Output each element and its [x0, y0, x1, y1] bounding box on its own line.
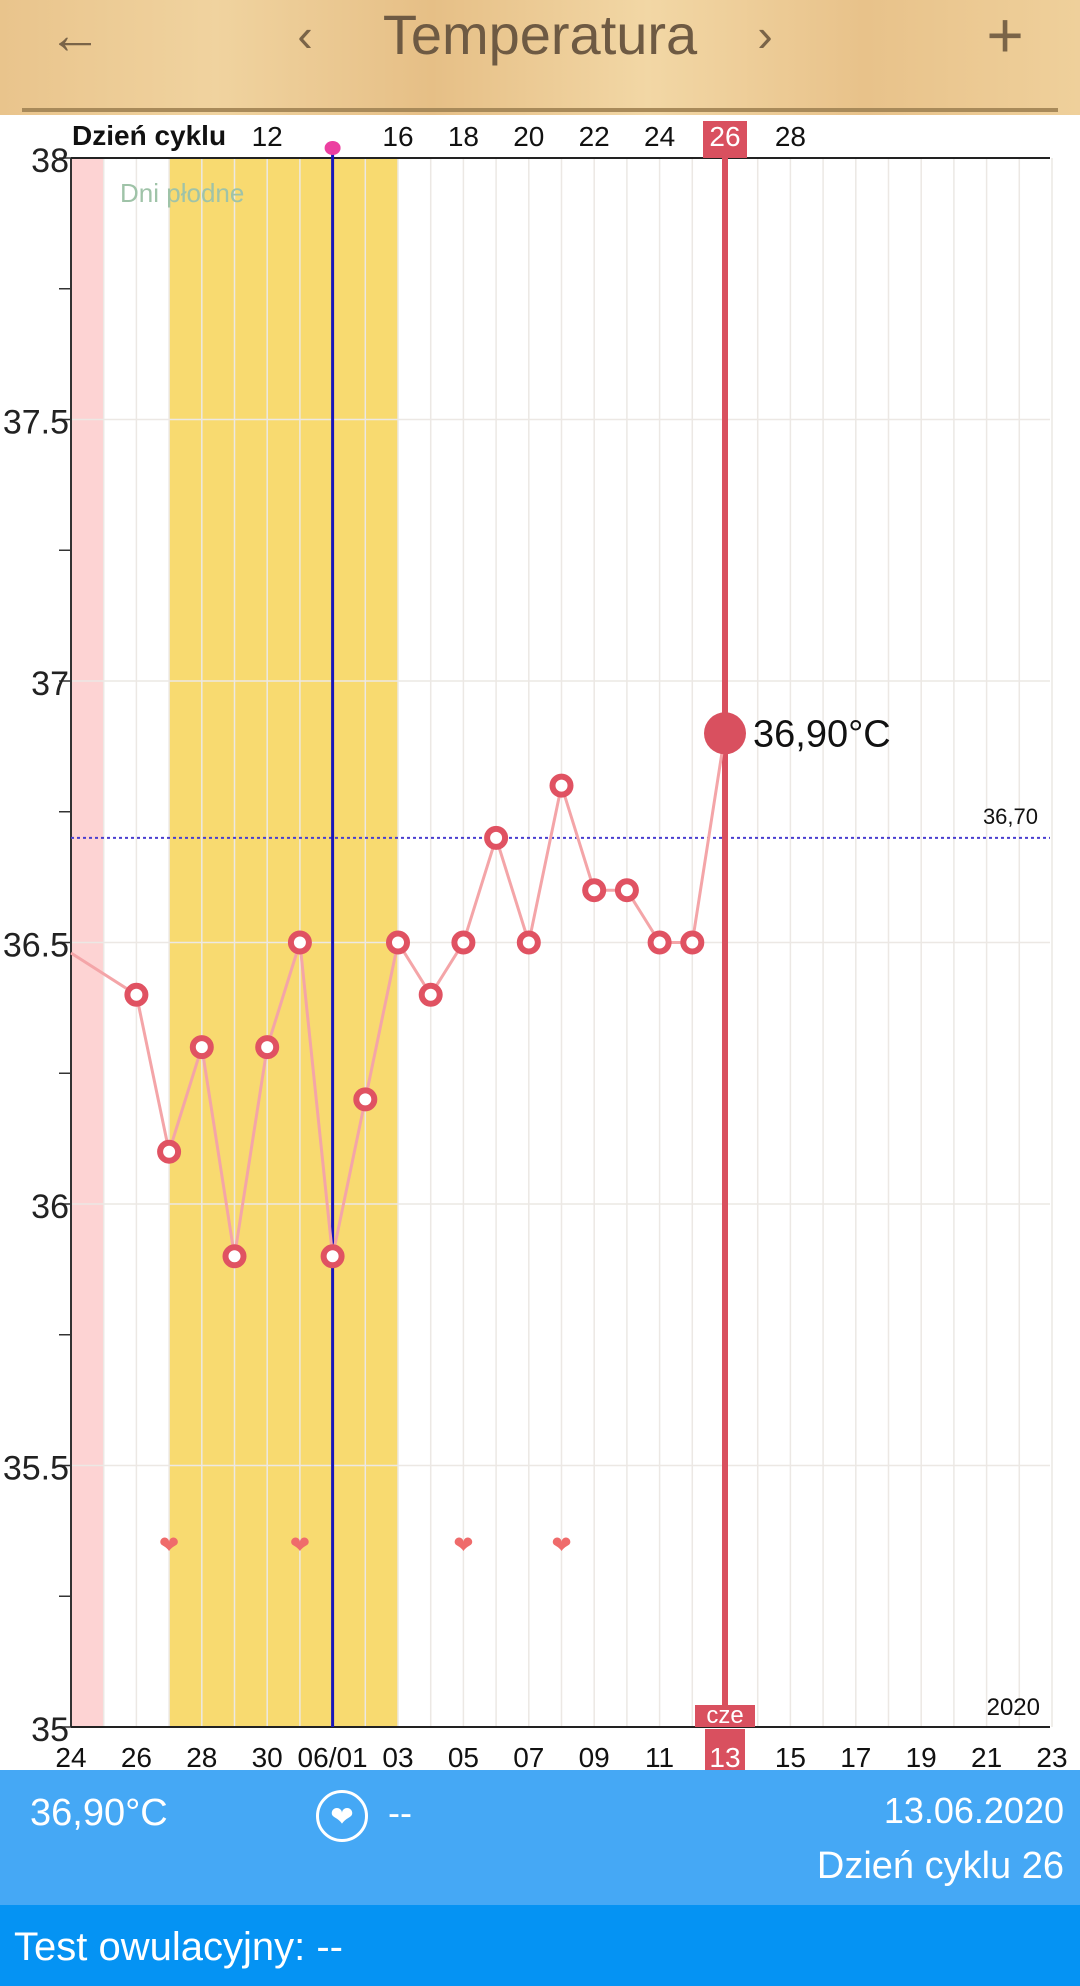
fertile-label: Dni płodne	[120, 178, 244, 208]
selected-cycle-day-badge	[703, 121, 747, 158]
page-title: Temperatura	[382, 3, 698, 66]
x-tick-label: 07	[513, 1742, 544, 1770]
x-tick-label: 19	[906, 1742, 937, 1770]
data-point[interactable]	[157, 1139, 182, 1164]
data-point[interactable]	[255, 1035, 280, 1060]
x-tick-label: 28	[186, 1742, 217, 1770]
data-point[interactable]	[549, 773, 574, 798]
prev-chevron-icon[interactable]: ‹	[297, 9, 313, 61]
x-tick-label: 09	[579, 1742, 610, 1770]
year-label: 2020	[987, 1694, 1040, 1721]
back-arrow-icon[interactable]: ←	[48, 5, 102, 65]
app-header: ← ‹ Temperatura › +	[0, 0, 1080, 115]
cycle-day-axis-label: Dzień cyklu	[72, 120, 226, 151]
heart-icon: ❤	[551, 1531, 571, 1559]
data-point[interactable]	[418, 982, 443, 1007]
y-tick-label: 36.5	[3, 927, 69, 965]
cycle-day-label: Dzień cyklu 26	[816, 1845, 1064, 1887]
data-point[interactable]	[484, 825, 509, 850]
data-point[interactable]	[516, 930, 541, 955]
x-tick-label: 13	[709, 1742, 740, 1770]
data-point[interactable]	[680, 930, 705, 955]
cycle-day-label: 28	[775, 121, 806, 152]
heart-icon[interactable]: ❤	[316, 1790, 368, 1842]
data-point[interactable]	[647, 930, 672, 955]
y-tick-label: 36	[31, 1188, 69, 1226]
x-tick-label: 05	[448, 1742, 479, 1770]
data-point[interactable]	[386, 930, 410, 955]
y-tick-label: 37.5	[3, 404, 69, 442]
coverline-label: 36,70	[983, 804, 1038, 829]
data-point[interactable]	[320, 1244, 345, 1269]
heart-icon: ❤	[453, 1531, 473, 1559]
cycle-day-label: 16	[382, 121, 413, 152]
ovulation-test-label: Test owulacyjny: --	[14, 1925, 343, 1969]
ovulation-dot-icon	[324, 141, 341, 155]
temperature-chart[interactable]: 38 37.5 37 36.5 36 35.5 35 Dni płodne 36,70 Dzień…	[0, 0, 1080, 1770]
x-tick-label: 30	[252, 1742, 283, 1770]
date-label: 13.06.2020	[883, 1790, 1064, 1831]
temperature-value: 36,90°C	[30, 1792, 168, 1834]
weekday-label: cze	[706, 1702, 743, 1729]
add-icon[interactable]: +	[986, 0, 1024, 71]
selected-date-badge	[705, 1729, 745, 1770]
y-tick-label: 37	[31, 665, 69, 703]
day-info-panel[interactable]: 36,90°C ❤ -- 13.06.2020 Dzień cyklu 26	[0, 1770, 1080, 1905]
data-point[interactable]	[124, 982, 149, 1007]
x-tick-label: 26	[121, 1742, 152, 1770]
data-point[interactable]	[189, 1035, 214, 1060]
x-tick-label: 06/01	[298, 1742, 368, 1770]
heart-icon: ❤	[290, 1531, 310, 1559]
data-point[interactable]	[582, 878, 607, 903]
header-divider	[22, 108, 1058, 112]
selected-data-point	[704, 712, 746, 755]
x-tick-label: 17	[840, 1742, 871, 1770]
y-tick-label: 38	[31, 142, 69, 180]
cycle-day-label: 24	[644, 121, 675, 152]
cycle-day-label: 26	[709, 121, 740, 152]
intercourse-value: --	[388, 1792, 412, 1833]
cycle-day-label: 12	[252, 121, 283, 152]
x-tick-label: 11	[645, 1742, 674, 1770]
ovulation-test-bar[interactable]: Test owulacyjny: --	[0, 1905, 1080, 1986]
x-tick-label: 15	[775, 1742, 806, 1770]
heart-icon: ❤	[159, 1531, 179, 1559]
data-point[interactable]	[287, 930, 312, 955]
x-tick-label: 21	[971, 1742, 1002, 1770]
selected-value-label: 36,90°C	[753, 713, 891, 755]
x-tick-label: 03	[382, 1742, 413, 1770]
x-tick-label: 23	[1036, 1742, 1067, 1770]
next-chevron-icon[interactable]: ›	[757, 9, 773, 61]
x-tick-label: 24	[55, 1742, 86, 1770]
data-point[interactable]	[451, 930, 476, 955]
cycle-day-label: 22	[579, 121, 610, 152]
cycle-day-label: 18	[448, 121, 479, 152]
data-point[interactable]	[614, 878, 639, 903]
data-point[interactable]	[222, 1244, 247, 1269]
cycle-day-label: 20	[513, 121, 544, 152]
weekday-badge	[695, 1705, 755, 1727]
data-point[interactable]	[353, 1087, 378, 1112]
y-tick-label: 35	[31, 1711, 69, 1749]
y-tick-label: 35.5	[3, 1450, 69, 1488]
